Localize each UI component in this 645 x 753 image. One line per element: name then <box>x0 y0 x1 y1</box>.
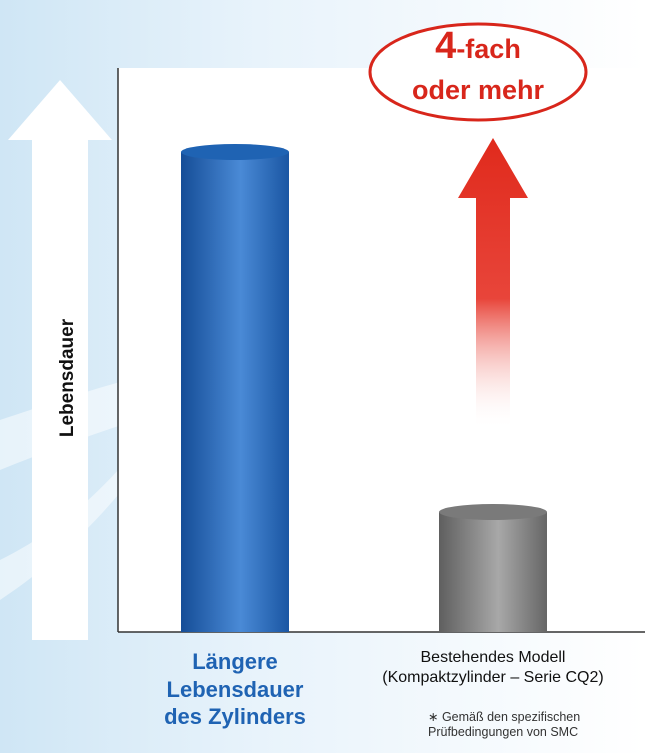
bar <box>439 512 547 632</box>
page: Lebensdauer 4-fach oder mehr Längere Leb… <box>0 0 645 753</box>
callout-word: -fach <box>456 34 521 64</box>
footnote: ∗ Gemäß den spezifischen Prüfbedingungen… <box>428 710 645 740</box>
callout-text: oder mehr <box>412 75 545 105</box>
bar-cap <box>181 144 289 160</box>
callout-number: 4 <box>435 25 456 67</box>
x-tick-label: Längere Lebensdauer des Zylinders <box>150 648 320 731</box>
bar <box>181 152 289 632</box>
x-tick-label: Bestehendes Modell (Kompaktzylinder – Se… <box>348 648 638 688</box>
bar-cap <box>439 504 547 520</box>
chart: Lebensdauer 4-fach oder mehr <box>0 0 645 753</box>
y-axis-label: Lebensdauer <box>57 318 78 437</box>
